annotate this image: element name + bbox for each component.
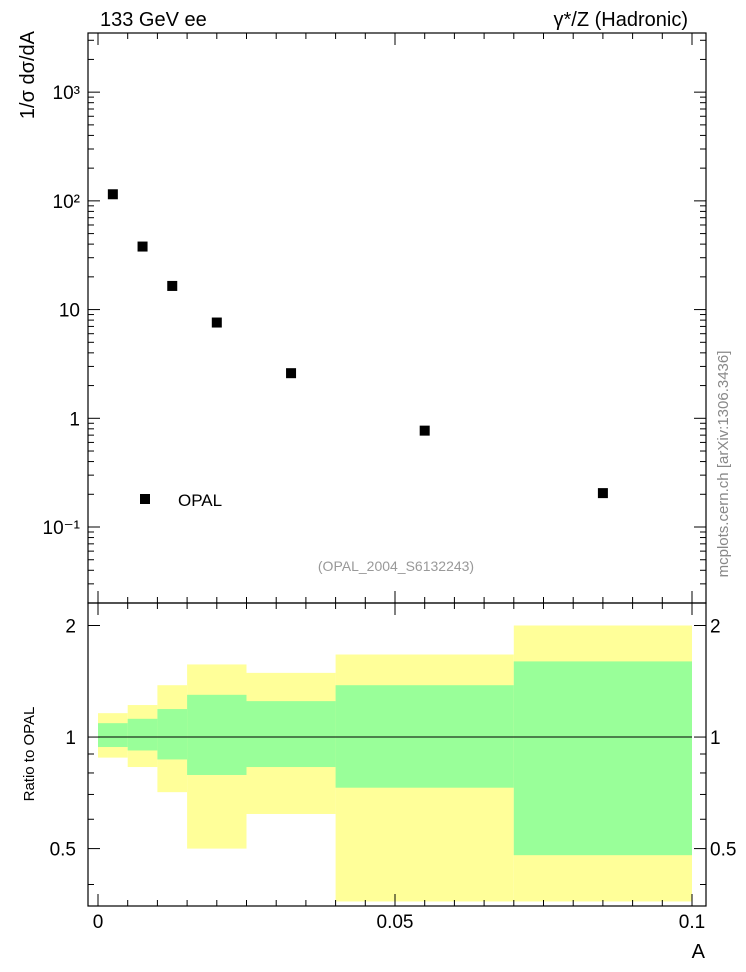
ratio-y-tick-label: 2 xyxy=(65,616,76,637)
x-tick-label: 0 xyxy=(93,912,104,933)
header-left: 133 GeV ee xyxy=(100,9,207,31)
main-y-tick-label: 10 xyxy=(59,301,80,322)
ratio-y-tick-label-right: 2 xyxy=(710,616,721,637)
data-point xyxy=(167,280,178,291)
inner-band-bin xyxy=(157,709,188,760)
inner-band-bin xyxy=(98,723,128,748)
ratio-y-axis-label: Ratio to OPAL xyxy=(21,707,38,802)
data-point xyxy=(597,488,608,499)
reference-label: (OPAL_2004_S6132243) xyxy=(318,558,474,574)
x-tick-labels: 0 0.05 0.1 xyxy=(93,912,706,933)
main-y-tick-label: 10² xyxy=(53,192,80,213)
legend-label: OPAL xyxy=(178,491,222,510)
main-y-ticks: 10⁻¹ 1 10 10² 10³ xyxy=(43,33,706,604)
ratio-y-tick-label: 1 xyxy=(65,728,76,749)
data-point xyxy=(107,189,118,200)
ratio-y-tick-label-right: 1 xyxy=(710,728,721,749)
main-y-axis-label: 1/σ dσ/dA xyxy=(17,30,39,119)
ratio-bands xyxy=(98,625,692,902)
inner-band-bin xyxy=(187,694,247,775)
data-point xyxy=(286,368,297,379)
data-point xyxy=(419,425,430,436)
legend-marker xyxy=(140,494,150,504)
data-point xyxy=(137,241,148,252)
inner-band-bin xyxy=(513,661,692,856)
header-right: γ*/Z (Hadronic) xyxy=(554,9,688,31)
main-y-tick-label: 1 xyxy=(69,409,80,430)
main-frame-box xyxy=(87,32,707,604)
ratio-y-tick-label-right: 0.5 xyxy=(710,840,736,861)
main-data-points xyxy=(107,189,608,499)
side-label: mcplots.cern.ch [arXiv:1306.3436] xyxy=(715,351,732,578)
main-frame xyxy=(87,32,707,604)
inner-band-bin xyxy=(127,718,158,751)
ratio-y-tick-label: 0.5 xyxy=(50,840,76,861)
ratio-ticks: 0.5 0.5 1 1 2 2 xyxy=(50,603,736,906)
x-tick-label: 0.05 xyxy=(377,912,414,933)
inner-band-bin xyxy=(246,701,336,768)
main-y-tick-label: 10⁻¹ xyxy=(43,518,81,539)
x-axis-label: A xyxy=(692,941,706,963)
main-y-tick-label: 10³ xyxy=(53,83,80,104)
inner-band-bin xyxy=(335,685,514,788)
data-point xyxy=(211,317,222,328)
x-tick-label: 0.1 xyxy=(679,912,705,933)
